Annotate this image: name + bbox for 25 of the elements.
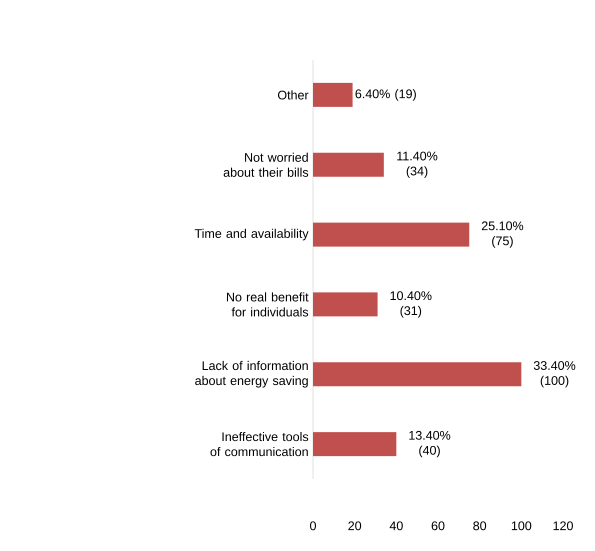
x-tick-label: 20 [348, 521, 362, 530]
x-tick-label: 120 [554, 521, 573, 530]
y-tick-label: Other [278, 90, 308, 100]
bar [313, 432, 396, 456]
x-tick-label: 0 [310, 521, 316, 530]
bar [313, 292, 378, 316]
data-label: 13.40% (40) [409, 430, 450, 458]
bar [313, 82, 353, 107]
bar [313, 152, 384, 177]
x-tick-label: 60 [432, 521, 444, 530]
bar [313, 362, 522, 386]
y-tick-label: Ineffective tools of communication [210, 432, 308, 456]
data-label: 25.10% (75) [482, 221, 524, 248]
data-label: 6.40% (19) [356, 89, 416, 101]
y-tick-label: Time and availability [194, 228, 309, 240]
data-label: 33.40% (100) [534, 361, 576, 388]
x-tick-label: 80 [473, 521, 486, 530]
y-tick-label: No real benefit for individuals [226, 292, 309, 317]
bar [313, 222, 470, 247]
y-tick-label: Lack of information about energy saving [195, 360, 308, 388]
y-tick-label: Not worried about their bills [224, 152, 308, 177]
data-label: 10.40% (31) [390, 291, 432, 318]
x-tick-label: 100 [512, 521, 532, 530]
x-tick-label: 40 [390, 521, 403, 530]
data-label: 11.40% (34) [397, 152, 438, 178]
